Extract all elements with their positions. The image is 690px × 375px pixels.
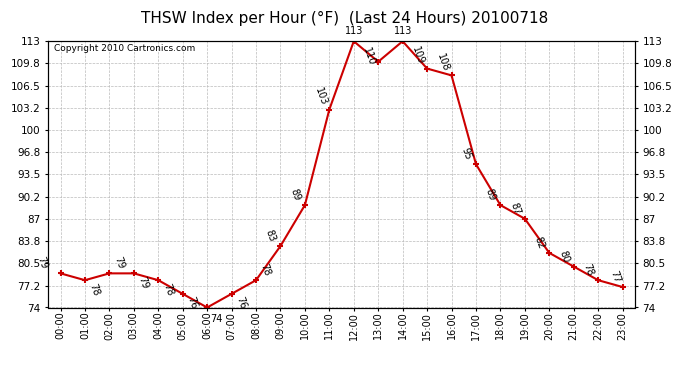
Text: 89: 89 [288,188,302,202]
Text: 89: 89 [484,188,497,202]
Text: 109: 109 [411,45,426,66]
Text: 77: 77 [609,269,622,284]
Text: 79: 79 [112,255,126,271]
Text: 78: 78 [582,262,595,278]
Text: 79: 79 [36,255,50,271]
Text: 80: 80 [557,249,571,264]
Text: 79: 79 [137,275,150,290]
Text: 95: 95 [460,146,473,161]
Text: 83: 83 [264,228,277,243]
Text: 78: 78 [161,282,175,297]
Text: 74: 74 [210,314,222,324]
Text: 78: 78 [259,262,273,278]
Text: 76: 76 [186,296,199,310]
Text: 103: 103 [313,86,328,107]
Text: THSW Index per Hour (°F)  (Last 24 Hours) 20100718: THSW Index per Hour (°F) (Last 24 Hours)… [141,11,549,26]
Text: 108: 108 [435,52,451,73]
Text: 82: 82 [533,235,546,250]
Text: 78: 78 [88,282,101,297]
Text: 113: 113 [393,26,412,36]
Text: 87: 87 [508,201,522,216]
Text: 76: 76 [235,296,248,310]
Text: 110: 110 [362,46,377,67]
Text: 113: 113 [344,26,363,36]
Text: Copyright 2010 Cartronics.com: Copyright 2010 Cartronics.com [55,44,195,53]
